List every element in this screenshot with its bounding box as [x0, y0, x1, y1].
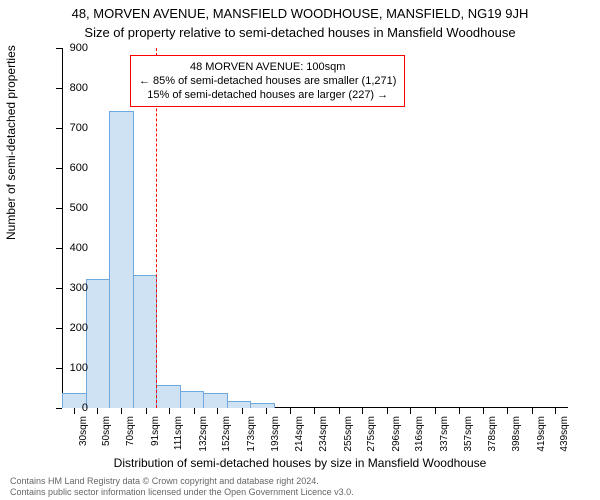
title-sub: Size of property relative to semi-detach…	[0, 25, 600, 40]
y-tick	[56, 408, 62, 409]
x-tick	[290, 408, 291, 414]
y-tick-label: 500	[70, 202, 88, 214]
x-tick-label: 378sqm	[487, 416, 498, 452]
y-tick-label: 0	[82, 402, 88, 414]
x-tick	[555, 408, 556, 414]
y-tick	[56, 208, 62, 209]
histogram-bar	[156, 385, 181, 408]
x-tick-label: 234sqm	[318, 416, 329, 452]
x-tick	[362, 408, 363, 414]
x-tick-label: 398sqm	[511, 416, 522, 452]
x-tick-label: 357sqm	[463, 416, 474, 452]
x-tick-label: 255sqm	[343, 416, 354, 452]
x-tick	[169, 408, 170, 414]
histogram-bar	[180, 391, 205, 408]
y-axis-label: Number of semi-detached properties	[4, 45, 18, 240]
x-tick	[387, 408, 388, 414]
y-tick	[56, 248, 62, 249]
x-tick	[266, 408, 267, 414]
x-tick-label: 296sqm	[391, 416, 402, 452]
histogram-bar	[203, 393, 228, 408]
x-tick-label: 337sqm	[439, 416, 450, 452]
y-tick	[56, 128, 62, 129]
x-tick-label: 173sqm	[246, 416, 257, 452]
footer-line1: Contains HM Land Registry data © Crown c…	[10, 476, 590, 487]
x-tick	[146, 408, 147, 414]
x-tick-label: 70sqm	[125, 416, 136, 446]
x-tick	[339, 408, 340, 414]
x-tick	[459, 408, 460, 414]
annotation-line2: ← 85% of semi-detached houses are smalle…	[139, 74, 396, 88]
annotation-box: 48 MORVEN AVENUE: 100sqm ← 85% of semi-d…	[130, 55, 405, 107]
x-tick-label: 439sqm	[559, 416, 570, 452]
y-tick	[56, 368, 62, 369]
x-tick	[242, 408, 243, 414]
x-tick-label: 111sqm	[173, 416, 184, 450]
x-tick-label: 419sqm	[536, 416, 547, 452]
y-tick-label: 800	[70, 82, 88, 94]
histogram-bar	[133, 275, 158, 408]
x-tick-label: 214sqm	[294, 416, 305, 452]
x-tick-label: 30sqm	[78, 416, 89, 446]
x-tick-label: 50sqm	[101, 416, 112, 446]
histogram-bar	[250, 403, 275, 408]
y-tick	[56, 168, 62, 169]
histogram-bar	[227, 401, 252, 408]
x-tick	[217, 408, 218, 414]
x-tick	[532, 408, 533, 414]
x-tick	[194, 408, 195, 414]
x-tick-label: 316sqm	[414, 416, 425, 452]
y-tick-label: 600	[70, 162, 88, 174]
y-tick-label: 700	[70, 122, 88, 134]
x-tick	[74, 408, 75, 414]
y-tick	[56, 48, 62, 49]
x-tick	[435, 408, 436, 414]
y-axis-line	[62, 48, 63, 408]
x-tick	[97, 408, 98, 414]
y-tick-label: 400	[70, 242, 88, 254]
y-tick-label: 900	[70, 42, 88, 54]
x-tick-label: 193sqm	[270, 416, 281, 452]
x-tick-label: 275sqm	[366, 416, 377, 452]
x-axis-label: Distribution of semi-detached houses by …	[0, 456, 600, 470]
x-tick	[410, 408, 411, 414]
x-tick-label: 91sqm	[150, 416, 161, 446]
x-tick	[483, 408, 484, 414]
x-tick-label: 152sqm	[221, 416, 232, 452]
histogram-bar	[86, 279, 111, 408]
annotation-line1: 48 MORVEN AVENUE: 100sqm	[139, 60, 396, 74]
title-main: 48, MORVEN AVENUE, MANSFIELD WOODHOUSE, …	[0, 6, 600, 21]
y-tick	[56, 328, 62, 329]
y-tick-label: 200	[70, 322, 88, 334]
histogram-bar	[109, 111, 134, 408]
x-tick	[314, 408, 315, 414]
y-tick	[56, 288, 62, 289]
footer: Contains HM Land Registry data © Crown c…	[10, 476, 590, 498]
annotation-line3: 15% of semi-detached houses are larger (…	[139, 88, 396, 102]
x-tick	[507, 408, 508, 414]
x-tick-label: 132sqm	[198, 416, 209, 452]
footer-line2: Contains public sector information licen…	[10, 487, 590, 498]
y-tick-label: 300	[70, 282, 88, 294]
x-tick	[121, 408, 122, 414]
y-tick	[56, 88, 62, 89]
y-tick-label: 100	[70, 362, 88, 374]
